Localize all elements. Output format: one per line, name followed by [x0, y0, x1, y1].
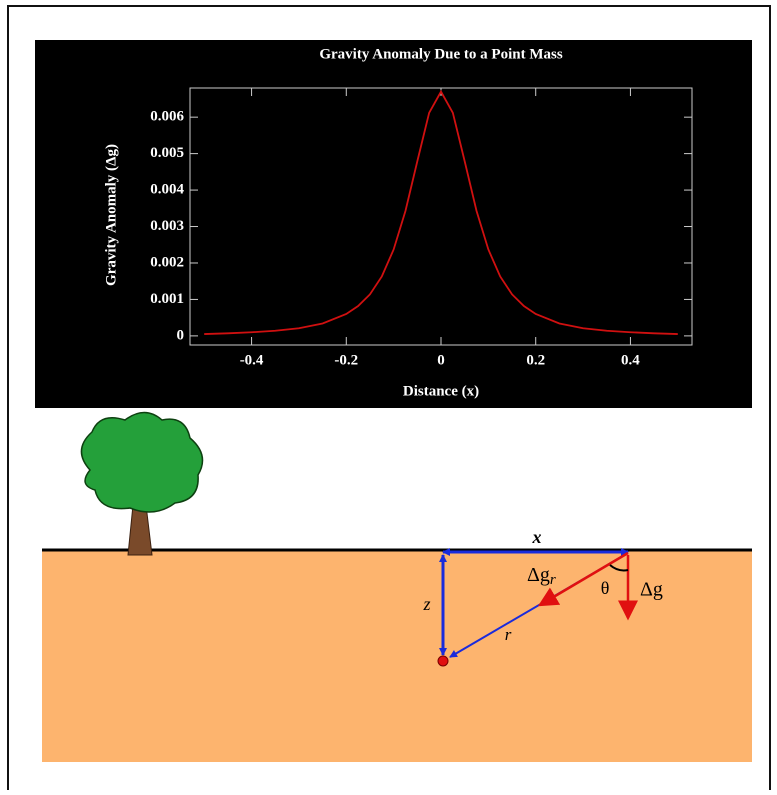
y-tick-label: 0.001 — [150, 291, 184, 307]
dgr-base: Δg — [527, 564, 550, 586]
y-tick-label: 0.004 — [150, 182, 184, 198]
plot-frame — [189, 87, 693, 346]
y-tick-label: 0 — [177, 327, 185, 343]
x-tick-label: -0.4 — [240, 352, 264, 368]
x-tick-label: -0.2 — [334, 352, 358, 368]
x-tick-label: 0.4 — [621, 352, 640, 368]
outer-border — [7, 5, 771, 795]
theta-arc — [609, 564, 629, 572]
dg-label: Δg — [640, 579, 663, 601]
point-mass — [437, 655, 449, 667]
plot-area: 0 0.001 0.002 0.003 0.004 0.005 0.006 -0.4 -0.2 0… — [150, 88, 692, 368]
tree-crown — [80, 411, 204, 513]
y-tick-label: 0.002 — [150, 254, 184, 270]
chart-title: Gravity Anomaly Due to a Point Mass — [319, 46, 562, 62]
y-tick-label: 0.005 — [150, 145, 184, 161]
x-tick-label: 0.2 — [526, 352, 545, 368]
y-tick-label: 0.006 — [150, 109, 184, 125]
z-label: z — [422, 594, 430, 614]
y-axis-label: Gravity Anomaly (Δg) — [103, 144, 119, 286]
dgr-arrow — [537, 551, 629, 607]
x-axis-label: Distance (x) — [403, 383, 479, 399]
y-tick-label: 0.003 — [150, 218, 184, 234]
dgr-label: Δgr — [527, 564, 556, 589]
theta-label: θ — [601, 578, 610, 598]
data-line — [204, 89, 678, 335]
r-label: r — [505, 625, 512, 644]
dgr-sub: r — [550, 572, 556, 588]
x-label: x — [532, 527, 542, 547]
ground — [42, 550, 752, 762]
x-tick-label: 0 — [437, 352, 445, 368]
